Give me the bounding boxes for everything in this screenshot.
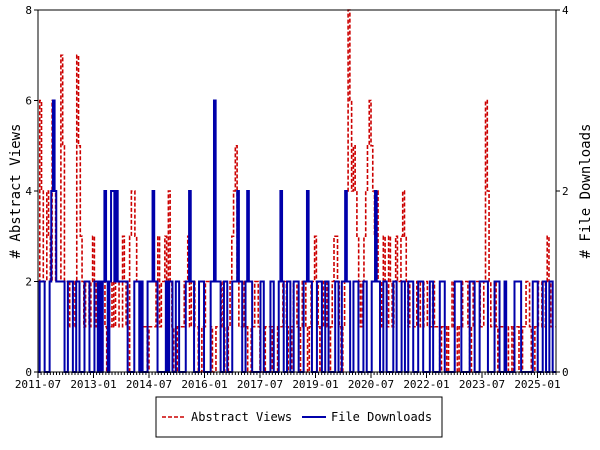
legend-label-file-downloads: File Downloads	[331, 410, 432, 424]
x-tick-label: 2025-01	[514, 378, 560, 391]
x-tick-label: 2016-01	[181, 378, 227, 391]
y-axis-title: # Abstract Views	[8, 124, 24, 259]
x-tick-label: 2011-07	[15, 378, 61, 391]
y-tick-label: 4	[25, 185, 32, 198]
x-tick-label: 2023-07	[459, 378, 505, 391]
x-tick-label: 2017-07	[237, 378, 283, 391]
y-tick-label: 8	[25, 4, 32, 17]
legend-label-abstract-views: Abstract Views	[191, 410, 292, 424]
legend: Abstract Views File Downloads	[155, 396, 443, 438]
y-tick-label: 2	[25, 276, 32, 289]
y-tick-label: 0	[25, 366, 32, 379]
x-tick-label: 2013-01	[70, 378, 116, 391]
x-tick-label: 2020-07	[348, 378, 394, 391]
y2-tick-label: 4	[562, 4, 569, 17]
y2-tick-label: 0	[562, 366, 569, 379]
y-tick-label: 6	[25, 95, 32, 108]
y2-axis-title: # File Downloads	[578, 124, 594, 259]
x-tick-label: 2022-01	[403, 378, 449, 391]
x-tick-label: 2014-07	[126, 378, 172, 391]
x-tick-label: 2019-01	[292, 378, 338, 391]
series-line-file-downloads	[38, 99, 556, 373]
y2-tick-label: 2	[562, 185, 569, 198]
